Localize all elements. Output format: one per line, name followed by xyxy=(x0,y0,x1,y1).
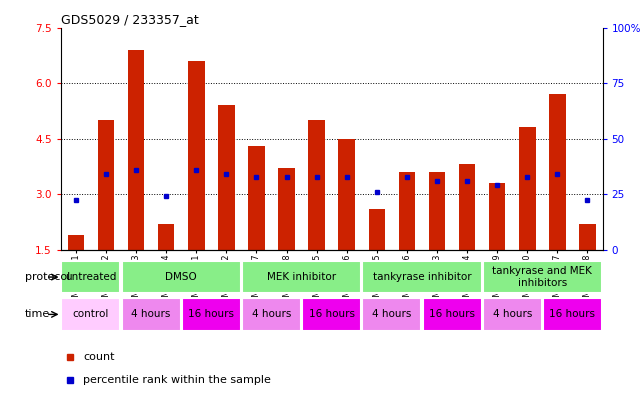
Bar xyxy=(362,261,481,293)
Text: control: control xyxy=(73,309,109,320)
Text: 16 hours: 16 hours xyxy=(429,309,475,320)
Bar xyxy=(489,183,506,250)
Bar xyxy=(459,164,476,250)
Bar xyxy=(399,172,415,250)
Bar xyxy=(98,120,114,250)
Bar xyxy=(549,94,565,250)
Bar xyxy=(62,261,121,293)
Bar xyxy=(338,139,355,250)
Bar xyxy=(248,146,265,250)
Text: 16 hours: 16 hours xyxy=(188,309,235,320)
Bar xyxy=(242,298,301,331)
Text: GDS5029 / 233357_at: GDS5029 / 233357_at xyxy=(61,13,199,26)
Bar xyxy=(128,50,144,250)
Text: MEK inhibitor: MEK inhibitor xyxy=(267,272,336,282)
Text: percentile rank within the sample: percentile rank within the sample xyxy=(83,375,271,385)
Text: 4 hours: 4 hours xyxy=(372,309,412,320)
Bar xyxy=(302,298,362,331)
Bar xyxy=(308,120,325,250)
Bar xyxy=(579,224,595,250)
Bar xyxy=(188,61,204,250)
Bar xyxy=(158,224,174,250)
Bar xyxy=(422,298,481,331)
Bar xyxy=(242,261,362,293)
Bar xyxy=(362,298,421,331)
Bar xyxy=(68,235,84,250)
Bar xyxy=(429,172,445,250)
Text: protocol: protocol xyxy=(25,272,70,282)
Bar xyxy=(483,261,602,293)
Bar xyxy=(519,127,536,250)
Bar xyxy=(483,298,542,331)
Text: untreated: untreated xyxy=(65,272,117,282)
Bar xyxy=(218,105,235,250)
Text: tankyrase and MEK
inhibitors: tankyrase and MEK inhibitors xyxy=(492,266,592,288)
Bar xyxy=(62,298,121,331)
Bar xyxy=(122,298,181,331)
Text: tankyrase inhibitor: tankyrase inhibitor xyxy=(372,272,471,282)
Bar xyxy=(182,298,241,331)
Text: 4 hours: 4 hours xyxy=(252,309,291,320)
Text: 4 hours: 4 hours xyxy=(131,309,171,320)
Bar xyxy=(369,209,385,250)
Text: 16 hours: 16 hours xyxy=(549,309,595,320)
Text: 4 hours: 4 hours xyxy=(492,309,532,320)
Text: 16 hours: 16 hours xyxy=(309,309,354,320)
Bar xyxy=(122,261,241,293)
Bar xyxy=(278,168,295,250)
Text: count: count xyxy=(83,352,115,362)
Text: DMSO: DMSO xyxy=(165,272,197,282)
Bar xyxy=(543,298,602,331)
Text: time: time xyxy=(25,309,50,320)
